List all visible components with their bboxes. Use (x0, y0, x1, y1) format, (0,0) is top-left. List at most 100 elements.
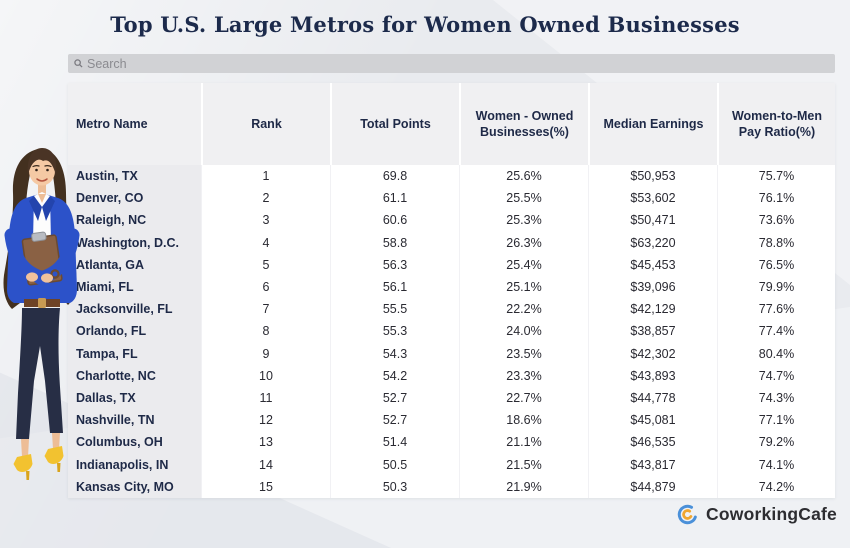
median-earnings-cell: $44,879 (588, 475, 717, 498)
total-points-cell: 54.2 (330, 364, 459, 387)
median-earnings-cell: $53,602 (588, 187, 717, 210)
metro-name-cell: Tampa, FL (68, 342, 201, 365)
women-owned-cell: 18.6% (459, 409, 588, 432)
total-points-cell: 55.3 (330, 320, 459, 343)
brand-name: CoworkingCafe (706, 504, 837, 524)
search-icon (74, 59, 83, 68)
search-bar[interactable] (68, 54, 835, 73)
pay-ratio-cell: 74.1% (717, 453, 835, 476)
metro-name-cell: Nashville, TN (68, 409, 201, 432)
metro-name-cell: Raleigh, NC (68, 209, 201, 232)
median-earnings-cell: $39,096 (588, 275, 717, 299)
women-owned-cell: 25.4% (459, 253, 588, 276)
rank-cell: 6 (201, 275, 330, 299)
women-owned-cell: 23.5% (459, 342, 588, 365)
metro-name-cell: Dallas, TX (68, 386, 201, 410)
pay-ratio-cell: 77.4% (717, 320, 835, 343)
median-earnings-cell: $43,893 (588, 364, 717, 387)
rank-cell: 9 (201, 342, 330, 365)
table-row: Atlanta, GA 5 56.3 25.4% $45,453 76.5% (68, 253, 835, 276)
pay-ratio-cell: 74.2% (717, 475, 835, 498)
pay-ratio-cell: 74.3% (717, 386, 835, 410)
brand-logo: CoworkingCafe (676, 503, 837, 526)
women-owned-cell: 21.9% (459, 475, 588, 498)
women-owned-cell: 25.3% (459, 209, 588, 232)
total-points-cell: 50.3 (330, 475, 459, 498)
column-header-rank: Rank (201, 83, 330, 165)
metro-name-cell: Kansas City, MO (68, 475, 201, 498)
metro-name-cell: Indianapolis, IN (68, 453, 201, 476)
rank-cell: 7 (201, 298, 330, 321)
rank-cell: 3 (201, 209, 330, 232)
women-owned-cell: 25.6% (459, 165, 588, 188)
businesswoman-illustration (3, 148, 80, 480)
total-points-cell: 52.7 (330, 409, 459, 432)
column-header-metro-name: Metro Name (68, 83, 201, 165)
median-earnings-cell: $43,817 (588, 453, 717, 476)
search-input[interactable] (87, 54, 829, 73)
women-owned-cell: 21.1% (459, 431, 588, 454)
table-row: Austin, TX 1 69.8 25.6% $50,953 75.7% (68, 165, 835, 188)
pay-ratio-cell: 75.7% (717, 165, 835, 188)
total-points-cell: 56.3 (330, 253, 459, 276)
median-earnings-cell: $38,857 (588, 320, 717, 343)
metro-name-cell: Atlanta, GA (68, 253, 201, 276)
median-earnings-cell: $46,535 (588, 431, 717, 454)
column-header-median-earnings: Median Earnings (588, 83, 717, 165)
rank-cell: 10 (201, 364, 330, 387)
table-row: Raleigh, NC 3 60.6 25.3% $50,471 73.6% (68, 209, 835, 232)
women-owned-cell: 21.5% (459, 453, 588, 476)
pay-ratio-cell: 78.8% (717, 231, 835, 254)
metro-name-cell: Washington, D.C. (68, 231, 201, 254)
median-earnings-cell: $63,220 (588, 231, 717, 254)
table-row: Dallas, TX 11 52.7 22.7% $44,778 74.3% (68, 386, 835, 410)
table-row: Denver, CO 2 61.1 25.5% $53,602 76.1% (68, 187, 835, 210)
women-owned-cell: 22.7% (459, 386, 588, 410)
table-row: Indianapolis, IN 14 50.5 21.5% $43,817 74.1% (68, 453, 835, 476)
rank-cell: 13 (201, 431, 330, 454)
pay-ratio-cell: 77.6% (717, 298, 835, 321)
total-points-cell: 52.7 (330, 386, 459, 410)
rank-cell: 5 (201, 253, 330, 276)
rank-cell: 2 (201, 187, 330, 210)
table-row: Columbus, OH 13 51.4 21.1% $46,535 79.2% (68, 431, 835, 454)
women-owned-cell: 22.2% (459, 298, 588, 321)
table-row: Jacksonville, FL 7 55.5 22.2% $42,129 77.6% (68, 298, 835, 321)
rank-cell: 14 (201, 453, 330, 476)
page-title: Top U.S. Large Metros for Women Owned Bu… (110, 12, 740, 37)
metro-name-cell: Jacksonville, FL (68, 298, 201, 321)
rank-cell: 12 (201, 409, 330, 432)
metro-name-cell: Columbus, OH (68, 431, 201, 454)
pay-ratio-cell: 80.4% (717, 342, 835, 365)
table-row: Charlotte, NC 10 54.2 23.3% $43,893 74.7% (68, 364, 835, 387)
total-points-cell: 55.5 (330, 298, 459, 321)
table-body: Austin, TX 1 69.8 25.6% $50,953 75.7% Denver,… (68, 165, 835, 498)
total-points-cell: 58.8 (330, 231, 459, 254)
table-row: Washington, D.C. 4 58.8 26.3% $63,220 78.8% (68, 231, 835, 254)
metro-name-cell: Austin, TX (68, 165, 201, 188)
median-earnings-cell: $44,778 (588, 386, 717, 410)
median-earnings-cell: $50,471 (588, 209, 717, 232)
women-owned-cell: 26.3% (459, 231, 588, 254)
total-points-cell: 60.6 (330, 209, 459, 232)
median-earnings-cell: $42,302 (588, 342, 717, 365)
median-earnings-cell: $42,129 (588, 298, 717, 321)
metro-name-cell: Orlando, FL (68, 320, 201, 343)
women-owned-cell: 25.5% (459, 187, 588, 210)
median-earnings-cell: $45,081 (588, 409, 717, 432)
pay-ratio-cell: 79.9% (717, 275, 835, 299)
pay-ratio-cell: 76.5% (717, 253, 835, 276)
rank-cell: 8 (201, 320, 330, 343)
total-points-cell: 69.8 (330, 165, 459, 188)
table-row: Orlando, FL 8 55.3 24.0% $38,857 77.4% (68, 320, 835, 343)
column-header-total-points: Total Points (330, 83, 459, 165)
women-owned-cell: 25.1% (459, 275, 588, 299)
rank-cell: 11 (201, 386, 330, 410)
median-earnings-cell: $45,453 (588, 253, 717, 276)
metro-name-cell: Denver, CO (68, 187, 201, 210)
column-header-women-owned: Women - Owned Businesses(%) (459, 83, 588, 165)
table-row: Tampa, FL 9 54.3 23.5% $42,302 80.4% (68, 342, 835, 365)
pay-ratio-cell: 76.1% (717, 187, 835, 210)
women-owned-cell: 23.3% (459, 364, 588, 387)
